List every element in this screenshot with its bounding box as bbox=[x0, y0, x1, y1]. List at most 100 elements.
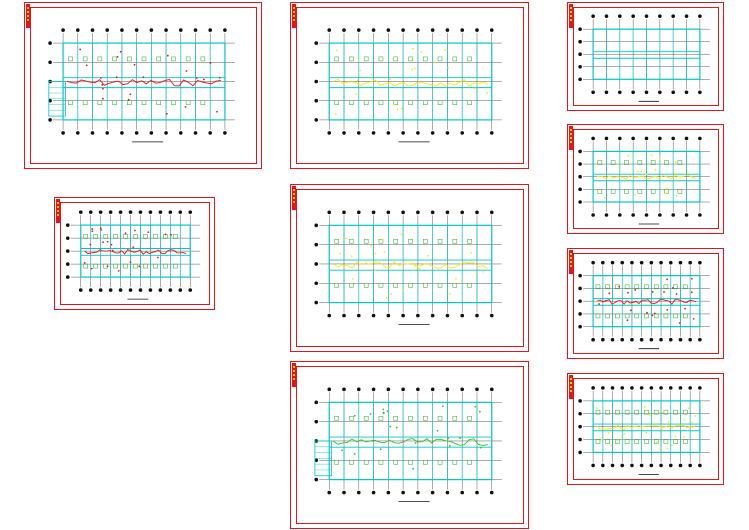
drawing-sheet-5[interactable] bbox=[290, 361, 529, 529]
axis-bubble bbox=[591, 14, 595, 18]
fixture bbox=[127, 56, 132, 62]
axis-bubble bbox=[327, 210, 332, 215]
axis-bubble bbox=[604, 136, 609, 141]
axis-bubble bbox=[658, 90, 662, 95]
service-point bbox=[390, 293, 393, 295]
fixture bbox=[393, 283, 398, 288]
axis-bubble bbox=[430, 313, 435, 318]
fixture bbox=[437, 56, 443, 62]
fixture bbox=[452, 56, 458, 62]
service-point bbox=[414, 442, 417, 444]
axis-bubble bbox=[120, 131, 124, 135]
service-point bbox=[353, 414, 356, 417]
service-point bbox=[420, 51, 423, 54]
service-line bbox=[333, 78, 489, 87]
axis-bubble bbox=[327, 131, 332, 135]
service-point bbox=[694, 415, 697, 417]
service-point bbox=[627, 154, 630, 157]
service-point bbox=[481, 270, 484, 273]
service-point bbox=[653, 312, 656, 315]
axis-bubble bbox=[386, 131, 391, 135]
service-point bbox=[618, 285, 621, 288]
service-point bbox=[132, 246, 135, 249]
axis-bubble bbox=[460, 490, 465, 495]
fixture bbox=[423, 100, 428, 105]
fixture bbox=[637, 189, 643, 194]
fixture bbox=[437, 100, 443, 105]
fixture bbox=[93, 263, 98, 269]
axis-bubble bbox=[688, 386, 692, 390]
service-point bbox=[218, 76, 221, 79]
fixture bbox=[408, 460, 413, 465]
service-point bbox=[350, 255, 353, 258]
drawing-sheet-4[interactable] bbox=[290, 184, 529, 352]
service-point bbox=[670, 444, 673, 447]
fixture bbox=[153, 263, 158, 269]
service-point bbox=[382, 408, 385, 411]
drawing-sheet-2[interactable] bbox=[54, 197, 215, 310]
service-line bbox=[333, 261, 489, 269]
axis-bubble bbox=[314, 419, 319, 424]
axis-bubble bbox=[371, 131, 376, 135]
fixture bbox=[378, 460, 384, 465]
drawing-sheet-9[interactable] bbox=[567, 373, 724, 485]
axis-bubble bbox=[698, 14, 702, 18]
service-point bbox=[216, 110, 218, 113]
axis-bubble bbox=[88, 210, 93, 214]
fixture bbox=[653, 409, 659, 415]
axis-bubble bbox=[386, 210, 391, 215]
drawing-sheet-6[interactable] bbox=[567, 2, 724, 111]
service-point bbox=[129, 261, 132, 263]
axis-bubble bbox=[134, 131, 139, 135]
axis-bubble bbox=[684, 213, 689, 217]
service-point bbox=[634, 288, 637, 291]
fixture bbox=[653, 284, 659, 290]
fixture bbox=[123, 263, 128, 269]
axis-bubble bbox=[61, 28, 65, 32]
axis-bubble bbox=[223, 131, 227, 135]
service-point bbox=[111, 249, 114, 252]
axis-bubble bbox=[314, 262, 319, 266]
service-point bbox=[651, 314, 654, 317]
axis-bubble bbox=[591, 136, 595, 141]
floor-plan-drawing bbox=[578, 14, 710, 102]
axis-bubble bbox=[658, 136, 662, 141]
axis-bubble bbox=[445, 387, 450, 392]
axis-bubble bbox=[460, 210, 465, 215]
axis-bubble bbox=[223, 28, 227, 32]
fixture bbox=[112, 56, 117, 62]
axis-bubble bbox=[342, 28, 346, 32]
fixture bbox=[363, 415, 369, 421]
drawing-sheet-8[interactable] bbox=[567, 248, 724, 359]
axis-bubble bbox=[65, 249, 70, 253]
axis-bubble bbox=[489, 313, 494, 318]
axis-bubble bbox=[475, 313, 479, 318]
service-point bbox=[655, 441, 658, 444]
drawing-sheet-3[interactable] bbox=[290, 2, 529, 169]
axis-bubble bbox=[475, 210, 479, 215]
fixture bbox=[82, 100, 88, 105]
service-line bbox=[596, 424, 697, 431]
drawing-sheet-7[interactable] bbox=[567, 124, 724, 234]
axis-bubble bbox=[386, 28, 391, 32]
axis-bubble bbox=[327, 313, 332, 318]
fixture bbox=[334, 283, 339, 288]
axis-bubble bbox=[578, 286, 582, 291]
axis-bubble bbox=[489, 131, 494, 135]
floor-plan-drawing bbox=[578, 386, 710, 475]
drawing-sheet-1[interactable] bbox=[24, 2, 262, 169]
service-point bbox=[202, 78, 205, 81]
service-point bbox=[341, 449, 343, 452]
axis-bubble bbox=[314, 242, 319, 247]
axis-bubble bbox=[118, 210, 123, 214]
axis-bubble bbox=[128, 288, 133, 292]
axis-bubble bbox=[578, 162, 582, 166]
axis-bubble bbox=[639, 463, 644, 468]
axis-bubble bbox=[90, 131, 95, 135]
fixture bbox=[437, 460, 443, 465]
axis-bubble bbox=[208, 28, 213, 32]
service-point bbox=[102, 97, 104, 100]
axis-bubble bbox=[591, 386, 595, 390]
service-point bbox=[674, 172, 677, 175]
axis-bubble bbox=[430, 387, 435, 392]
